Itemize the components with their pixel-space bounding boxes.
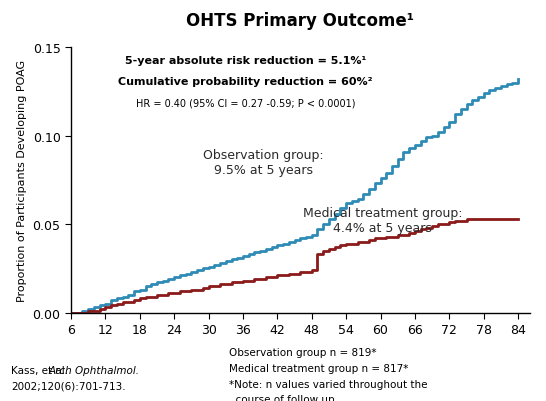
Text: OHTS Primary Outcome¹: OHTS Primary Outcome¹ (186, 12, 414, 30)
Text: 5-year absolute risk reduction = 5.1%¹: 5-year absolute risk reduction = 5.1%¹ (124, 56, 366, 66)
Text: Arch Ophthalmol.: Arch Ophthalmol. (48, 365, 139, 375)
Text: *Note: n values varied throughout the: *Note: n values varied throughout the (229, 379, 428, 389)
Text: Medical treatment group:
4.4% at 5 years: Medical treatment group: 4.4% at 5 years (303, 207, 462, 235)
Text: Observation group n = 819*: Observation group n = 819* (229, 347, 377, 357)
Text: HR = 0.40 (95% CI = 0.27 -0.59; P < 0.0001): HR = 0.40 (95% CI = 0.27 -0.59; P < 0.00… (135, 98, 355, 108)
Text: course of follow up.: course of follow up. (229, 394, 339, 401)
Y-axis label: Proportion of Participants Developing POAG: Proportion of Participants Developing PO… (17, 60, 27, 301)
Text: Medical treatment group n = 817*: Medical treatment group n = 817* (229, 363, 409, 373)
Text: Cumulative probability reduction = 60%²: Cumulative probability reduction = 60%² (118, 77, 372, 87)
Text: Kass, et al.: Kass, et al. (11, 365, 72, 375)
Text: Observation group:
9.5% at 5 years: Observation group: 9.5% at 5 years (203, 149, 324, 176)
Text: 2002;120(6):701-713.: 2002;120(6):701-713. (11, 381, 126, 391)
